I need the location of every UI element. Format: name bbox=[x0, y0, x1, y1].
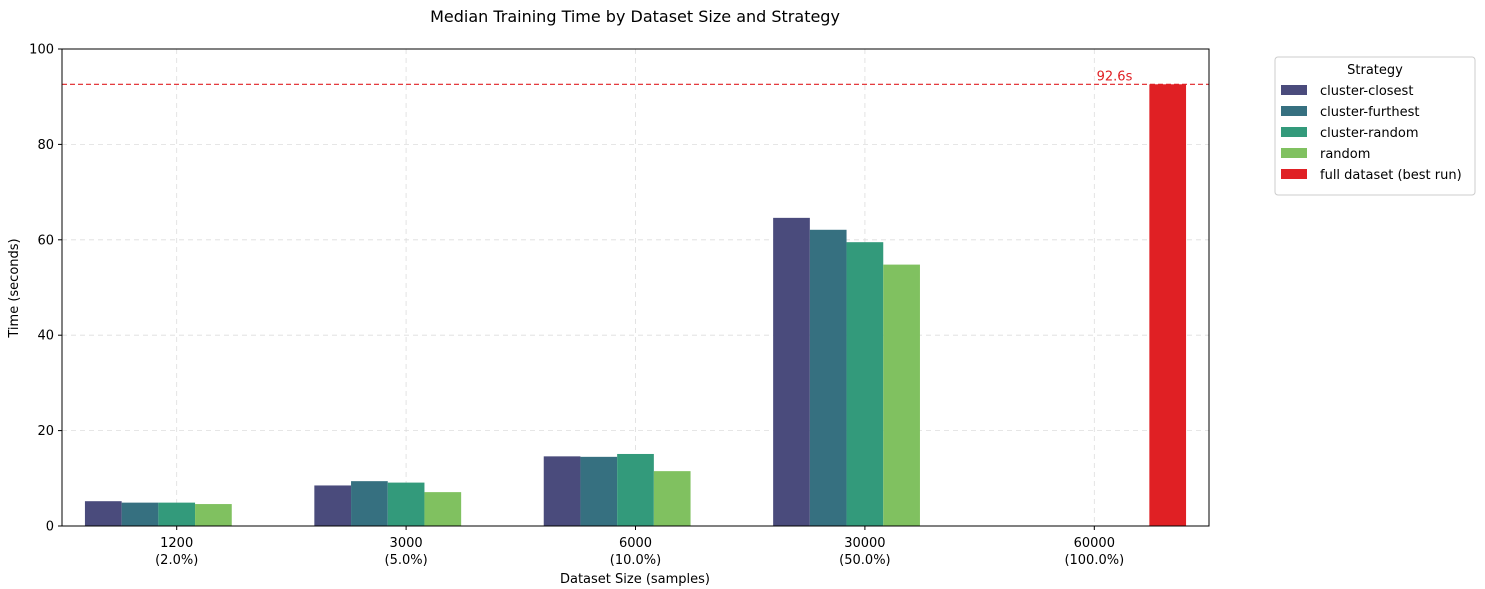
reference-line-label: 92.6s bbox=[1097, 69, 1133, 84]
x-tick-label-percent: (50.0%) bbox=[839, 553, 890, 568]
x-tick-label-size: 30000 bbox=[844, 536, 885, 551]
legend-entry-label: cluster-closest bbox=[1320, 84, 1413, 99]
x-tick-label-size: 1200 bbox=[160, 536, 193, 551]
legend-entry-label: cluster-random bbox=[1320, 126, 1419, 141]
y-tick-label: 100 bbox=[29, 43, 54, 58]
legend-swatch bbox=[1281, 106, 1307, 116]
legend: Strategy cluster-closest cluster-furthest c… bbox=[1274, 56, 1476, 196]
bar-random bbox=[883, 264, 920, 526]
bar-cluster-furthest bbox=[580, 456, 618, 526]
legend-swatch bbox=[1281, 127, 1307, 137]
bar-cluster-random bbox=[387, 482, 425, 526]
bar-random bbox=[653, 471, 691, 526]
x-tick-label-size: 60000 bbox=[1074, 536, 1115, 551]
bar-cluster-furthest bbox=[351, 481, 388, 526]
legend-entry-label: random bbox=[1320, 147, 1370, 162]
legend-swatch bbox=[1281, 85, 1307, 95]
bar-cluster-closest bbox=[314, 485, 352, 526]
bar-cluster-closest bbox=[84, 501, 122, 526]
x-axis: 60000 (100.0%) 1200 (2.0%) 3000 (5.0%) 6000 (10… bbox=[155, 526, 1124, 568]
chart-title: Median Training Time by Dataset Size and… bbox=[430, 7, 840, 26]
x-tick-label-percent: (2.0%) bbox=[155, 553, 198, 568]
bar-cluster-furthest bbox=[121, 502, 159, 526]
bar-cluster-random bbox=[617, 453, 654, 526]
bar-cluster-closest bbox=[543, 456, 581, 526]
legend-title: Strategy bbox=[1347, 63, 1403, 78]
legend-entry-label: cluster-furthest bbox=[1320, 105, 1419, 120]
reference-line-group: 92.6s bbox=[62, 69, 1209, 85]
bar-cluster-random bbox=[158, 502, 196, 526]
bar-random bbox=[195, 504, 232, 526]
legend-box bbox=[1274, 56, 1476, 196]
y-tick-label: 80 bbox=[37, 138, 54, 153]
bar-cluster-closest bbox=[773, 217, 810, 526]
legend-swatch bbox=[1281, 169, 1307, 179]
y-axis: 0 20 40 60 80 100 bbox=[29, 43, 62, 535]
y-tick-label: 20 bbox=[37, 424, 54, 439]
y-axis-label: Time (seconds) bbox=[7, 238, 22, 338]
x-axis-label: Dataset Size (samples) bbox=[560, 572, 710, 587]
x-tick-label-size: 6000 bbox=[619, 536, 652, 551]
bars bbox=[84, 84, 1187, 526]
bar-random bbox=[424, 492, 462, 526]
bar-cluster-furthest bbox=[809, 229, 847, 526]
y-tick-label: 40 bbox=[37, 329, 54, 344]
legend-entry-label: full dataset (best run) bbox=[1320, 168, 1462, 183]
x-tick-label-size: 3000 bbox=[390, 536, 423, 551]
x-tick-label-percent: (10.0%) bbox=[610, 553, 661, 568]
bar-cluster-random bbox=[846, 242, 884, 526]
legend-swatch bbox=[1281, 148, 1307, 158]
bar-full-dataset-best-run- bbox=[1149, 84, 1187, 526]
x-tick-label-percent: (5.0%) bbox=[385, 553, 428, 568]
x-tick-label-percent: (100.0%) bbox=[1064, 553, 1124, 568]
y-tick-label: 60 bbox=[37, 233, 54, 248]
y-tick-label: 0 bbox=[46, 520, 54, 535]
